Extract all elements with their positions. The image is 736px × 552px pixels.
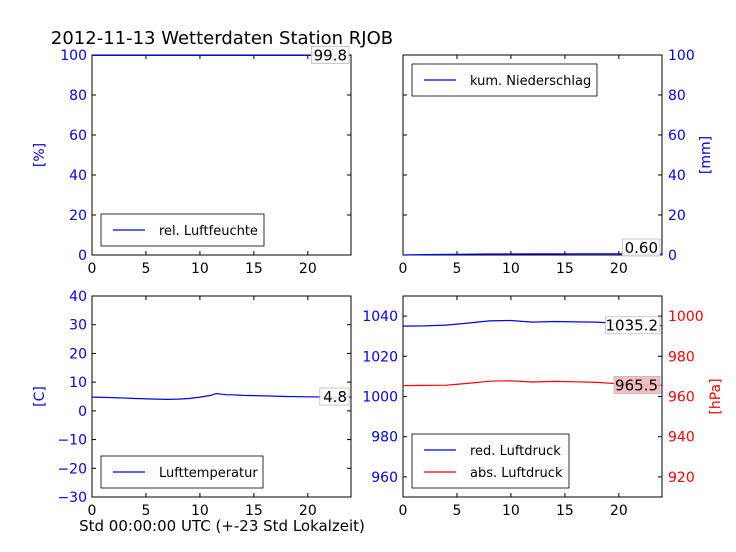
plot-frame	[402, 54, 663, 256]
legend-label: red. Luftdruck	[470, 444, 561, 459]
legend-label: Lufttemperatur	[159, 466, 258, 481]
secondary-y-tick-label: 920	[668, 470, 695, 486]
legend-box	[411, 433, 570, 489]
x-tick-label: 20	[299, 503, 317, 519]
x-tick-label: 5	[452, 503, 461, 519]
x-tick-label: 5	[452, 261, 461, 277]
x-tick-label: 15	[245, 503, 263, 519]
chart-panel-bottom-right: 0 5 10 15 20 960 980 1000 1020 1040 920 940 960 980 10…	[362, 295, 724, 519]
value-label-box	[310, 46, 350, 64]
value-label: 0.60	[625, 239, 658, 257]
value-label: 4.8	[323, 388, 347, 406]
x-tick-label: 15	[556, 261, 574, 277]
series-line-1	[91, 392, 351, 401]
y-tick-label: 40	[668, 168, 686, 184]
x-tick-label: 10	[191, 261, 209, 277]
y-tick-label: 0	[668, 248, 677, 264]
y-tick-label: 60	[668, 128, 686, 144]
secondary-y-tick-label: 1000	[668, 309, 704, 325]
value-label-box	[319, 387, 350, 406]
x-tick-label: 5	[141, 503, 150, 519]
y-axis-label: [hPa]	[708, 378, 724, 414]
y-tick-label: 1020	[362, 349, 398, 365]
y-tick-label: 20	[69, 346, 87, 362]
y-tick-label: 30	[69, 318, 87, 334]
x-tick-label: 10	[191, 503, 209, 519]
legend-label: abs. Luftdruck	[470, 466, 563, 481]
y-tick-label: 1040	[362, 309, 398, 325]
value-label-box	[613, 376, 661, 394]
chart-panel-top-left: 0 5 10 15 20 0 20 40 60 80 100 [%] 99.8 rel. Luftfeuc…	[32, 46, 352, 277]
y-tick-label: 0	[78, 248, 87, 264]
y-tick-label: 80	[668, 88, 686, 104]
x-tick-label: 20	[299, 261, 317, 277]
value-label: 965.5	[615, 376, 658, 394]
value-label-box	[605, 316, 661, 335]
y-tick-label: 100	[668, 48, 695, 64]
x-tick-label: 0	[88, 503, 97, 519]
y-tick-label: −30	[57, 490, 87, 506]
legend-label: kum. Niederschlag	[470, 74, 591, 89]
x-tick-label: 10	[502, 503, 520, 519]
x-tick-label: 0	[88, 261, 97, 277]
y-tick-label: 60	[69, 128, 87, 144]
chart-panel-bottom-left: 0 5 10 15 20 −30 −20 −10 0 10 20 30 40 [C] 4.8 Lufttemp…	[32, 289, 352, 519]
y-tick-label: 20	[668, 208, 686, 224]
y-tick-label: 980	[371, 430, 398, 446]
legend-box	[411, 63, 598, 97]
value-label-box	[622, 238, 661, 257]
secondary-y-tick-label: 940	[668, 430, 695, 446]
x-tick-label: 15	[556, 503, 574, 519]
x-tick-label: 20	[610, 261, 628, 277]
y-tick-label: 40	[69, 289, 87, 305]
y-tick-label: 20	[69, 208, 87, 224]
y-axis-label: [mm]	[698, 136, 714, 174]
y-tick-label: 40	[69, 168, 87, 184]
x-tick-label: 15	[245, 261, 263, 277]
y-tick-label: 0	[78, 404, 87, 420]
y-tick-label: −10	[57, 433, 87, 449]
y-axis-label: [C]	[32, 386, 48, 407]
x-tick-label: 0	[399, 503, 408, 519]
x-tick-label: 20	[610, 503, 628, 519]
series-line-1	[402, 253, 662, 256]
x-tick-label: 5	[141, 261, 150, 277]
y-tick-label: 10	[69, 375, 87, 391]
legend-label: rel. Luftfeuchte	[159, 224, 258, 239]
chart-panel-top-right: 0 5 10 15 20 0 20 40 60 80 100 [mm] 0.60 kum. Nieders…	[399, 48, 714, 277]
y-tick-label: −20	[57, 461, 87, 477]
y-tick-label: 1000	[362, 390, 398, 406]
y-axis-label: [%]	[32, 143, 48, 167]
figure-x-axis-label: Std 00:00:00 UTC (+-23 Std Lokalzeit)	[79, 517, 365, 535]
figure-title: 2012-11-13 Wetterdaten Station RJOB	[51, 28, 393, 49]
x-tick-label: 10	[502, 261, 520, 277]
value-label: 1035.2	[606, 317, 659, 335]
x-tick-label: 0	[399, 261, 408, 277]
y-tick-label: 100	[60, 48, 87, 64]
y-tick-label: 80	[69, 88, 87, 104]
secondary-y-tick-label: 960	[668, 390, 695, 406]
secondary-y-tick-label: 980	[668, 349, 695, 365]
value-label: 99.8	[314, 46, 347, 64]
y-tick-label: 960	[371, 470, 398, 486]
